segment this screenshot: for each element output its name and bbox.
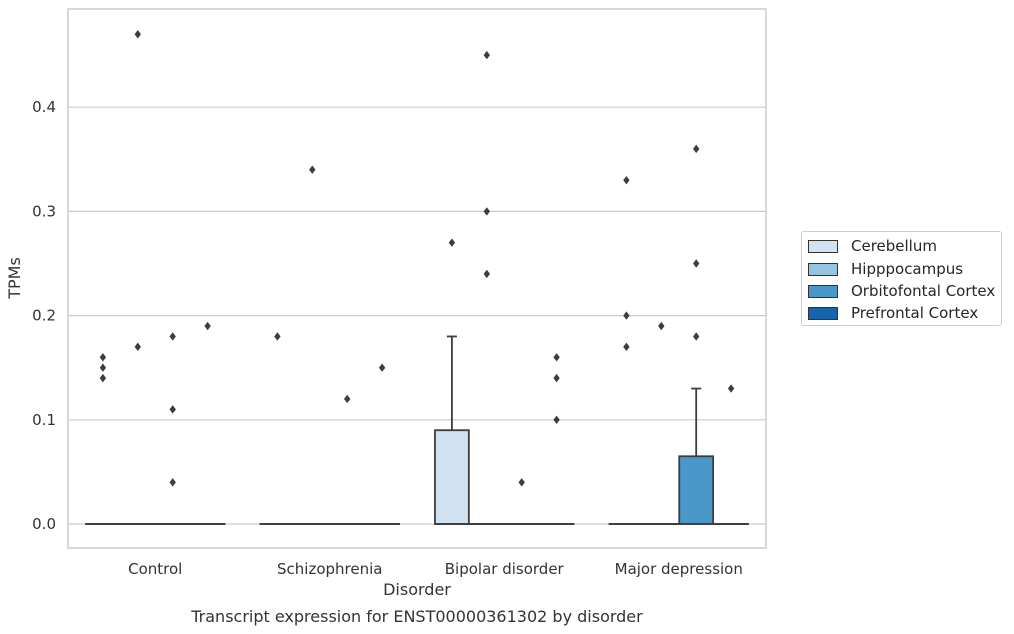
outlier-point [344, 394, 351, 404]
outlier-point [727, 384, 735, 393]
gridlines [68, 106, 766, 525]
legend-item-cerebellum: Cerebellum [808, 237, 937, 255]
y-tick-label: 0.3 [32, 202, 56, 220]
legend-swatch [808, 239, 838, 253]
box-orbitofontal-cortex [678, 387, 715, 525]
outlier-point [99, 363, 107, 372]
outlier-point [623, 342, 630, 352]
outlier-point [169, 332, 176, 341]
y-tick-label: 0.1 [32, 411, 56, 429]
legend-item-orbitofrontal-cortex: Orbitofontal Cortex [808, 282, 995, 300]
outlier-point [693, 259, 700, 268]
outlier-point [623, 311, 630, 320]
outlier-point [483, 269, 490, 279]
outlier-point [378, 363, 386, 372]
y-tick-labels: 0.0 0.1 0.2 0.3 0.4 [32, 98, 56, 533]
legend-label: Hipppocampus [851, 260, 964, 278]
outlier-point [623, 175, 630, 185]
legend-swatch [808, 262, 838, 276]
outlier-point [134, 342, 141, 352]
outlier-point [204, 321, 211, 331]
box-body [434, 429, 470, 525]
x-axis-label: Disorder [383, 580, 451, 599]
legend-label: Orbitofontal Cortex [851, 282, 996, 300]
outlier-point [169, 478, 176, 487]
y-axis-label: TPMs [5, 257, 24, 300]
legend-label: Prefrontal Cortex [851, 304, 979, 322]
outlier-point [483, 207, 490, 216]
boxes [85, 335, 749, 526]
outlier-point [553, 373, 560, 383]
outlier-point [99, 373, 107, 383]
outlier-point [483, 50, 490, 60]
y-tick-label: 0.0 [32, 515, 56, 533]
x-tick-label: Major depression [615, 560, 743, 578]
outlier-point [309, 165, 316, 174]
x-tick-labels: Control Schizophrenia Bipolar disorder Majo… [128, 560, 743, 578]
outlier-point [693, 144, 700, 154]
x-tick-label: Control [128, 560, 182, 578]
box-body [678, 455, 715, 525]
y-tick-label: 0.2 [32, 307, 56, 325]
outlier-point [553, 415, 560, 424]
legend-label: Cerebellum [851, 237, 937, 255]
box-cerebellum [434, 335, 470, 525]
outlier-point [553, 353, 560, 362]
outlier-point [274, 332, 281, 341]
outlier-point [134, 30, 141, 39]
plot-area-frame [67, 8, 767, 549]
legend-swatch [808, 306, 838, 320]
x-tick-label: Bipolar disorder [445, 560, 565, 578]
legend: Cerebellum Hipppocampus Orbitofontal Cor… [801, 231, 1002, 326]
x-tick-label: Schizophrenia [277, 560, 382, 578]
outlier-point [99, 353, 107, 362]
outlier-point [169, 405, 176, 414]
outlier-point [693, 332, 700, 341]
legend-item-hippocampus: Hipppocampus [808, 260, 963, 278]
legend-swatch [808, 284, 838, 298]
outlier-point [448, 238, 456, 247]
outliers [99, 30, 735, 487]
legend-item-prefrontal-cortex: Prefrontal Cortex [808, 304, 978, 322]
chart-title: Transcript expression for ENST0000036130… [190, 607, 643, 626]
outlier-point [518, 478, 525, 487]
outlier-point [658, 321, 665, 331]
y-tick-label: 0.4 [32, 98, 56, 116]
